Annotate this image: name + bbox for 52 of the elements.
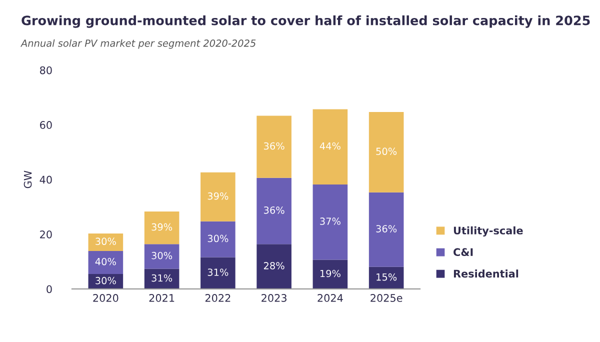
annotation: 30% bbox=[96, 276, 116, 284]
annotation: 36% bbox=[264, 206, 284, 214]
annotation: 31% bbox=[208, 268, 228, 276]
bar bbox=[200, 221, 236, 258]
bar bbox=[256, 116, 292, 178]
y-tick-label: 20 bbox=[40, 230, 52, 238]
y-tick-label: 60 bbox=[40, 121, 52, 129]
annotation: 50% bbox=[376, 148, 397, 156]
annotation: 40% bbox=[95, 258, 116, 266]
annotation: 39% bbox=[208, 192, 228, 200]
legend-label: Utility-scale bbox=[454, 226, 523, 237]
x-tick-label: 2022 bbox=[205, 294, 230, 302]
y-tick-label: 80 bbox=[40, 66, 52, 74]
chart-title: Growing ground-mounted solar to cover half of installed solar capacity in 2025 bbox=[22, 15, 590, 28]
bar bbox=[144, 212, 180, 244]
bar bbox=[144, 244, 180, 269]
annotation: 39% bbox=[152, 223, 172, 231]
bar bbox=[144, 268, 180, 289]
legend-label: Residential bbox=[454, 270, 518, 278]
bar bbox=[312, 184, 348, 260]
y-tick-label: 0 bbox=[46, 285, 52, 294]
annotation: 37% bbox=[320, 218, 340, 225]
x-tick-label: 2023 bbox=[262, 294, 286, 302]
y-axis-title: GW bbox=[24, 170, 32, 188]
annotation: 36% bbox=[264, 142, 284, 150]
y-tick-label: 40 bbox=[40, 176, 52, 184]
annotation: 19% bbox=[320, 270, 340, 278]
bar bbox=[200, 172, 236, 222]
annotation: 30% bbox=[152, 252, 172, 260]
annotation: 31% bbox=[152, 274, 172, 282]
bar bbox=[88, 233, 124, 251]
bar bbox=[256, 178, 292, 244]
bar bbox=[368, 266, 404, 289]
bar bbox=[368, 192, 404, 267]
bar bbox=[256, 244, 292, 289]
bar bbox=[312, 109, 348, 184]
annotation: 30% bbox=[96, 238, 116, 246]
chart-subtitle: Annual solar PV market per segment 2020-2025 bbox=[20, 39, 256, 49]
annotation: 30% bbox=[208, 234, 228, 242]
legend-label: C&I bbox=[454, 248, 473, 256]
x-tick-label: 2024 bbox=[318, 294, 343, 302]
annotation: 28% bbox=[264, 262, 284, 270]
bar bbox=[88, 250, 124, 274]
annotation: 36% bbox=[376, 225, 397, 232]
x-tick-label: 2021 bbox=[149, 294, 174, 302]
bar bbox=[368, 112, 404, 192]
bar bbox=[312, 260, 348, 289]
annotation: 15% bbox=[376, 273, 397, 281]
x-tick-label: 2020 bbox=[93, 294, 118, 302]
x-tick-label: 2025e bbox=[370, 294, 402, 302]
bar bbox=[200, 257, 236, 289]
annotation: 44% bbox=[320, 142, 340, 150]
